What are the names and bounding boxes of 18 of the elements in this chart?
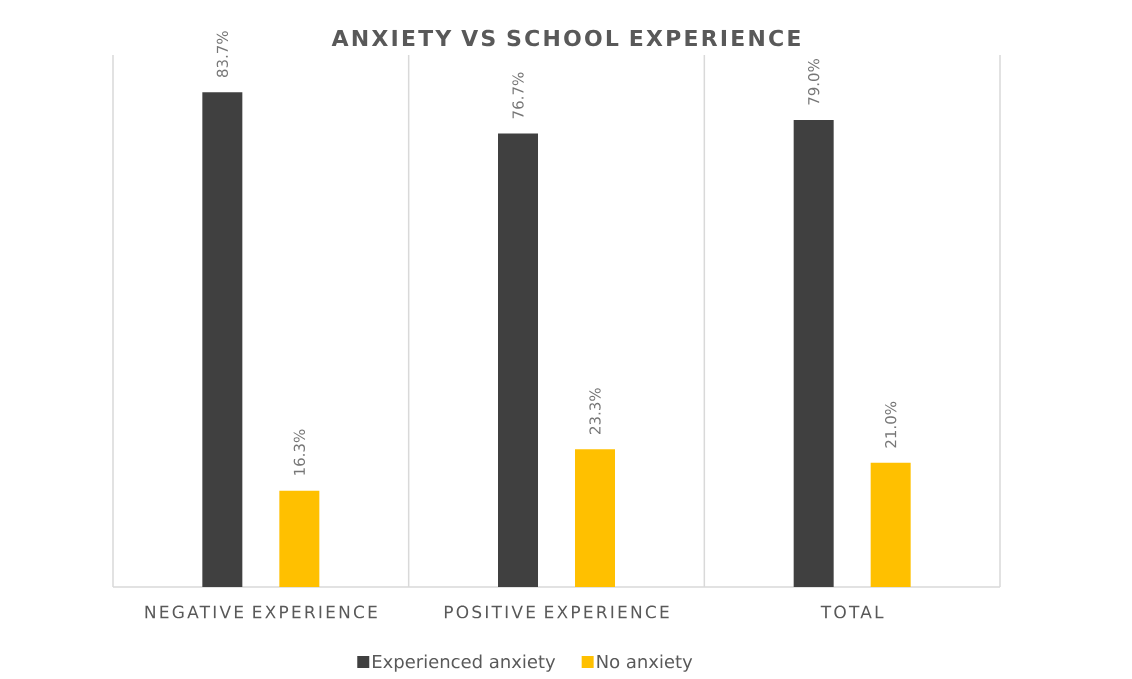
data-label: 16.3% — [293, 429, 306, 475]
data-label: 76.7% — [512, 72, 524, 119]
bar — [575, 449, 616, 587]
bar — [202, 92, 243, 587]
bar — [498, 133, 539, 587]
x-tick-label: TOTAL — [820, 605, 884, 619]
legend-label: Experienced anxiety — [373, 654, 556, 672]
data-label: 23.3% — [589, 388, 601, 434]
x-tick-label: POSITIVE EXPERIENCE — [444, 605, 669, 619]
bar — [279, 490, 320, 587]
data-label: 21.0% — [885, 401, 897, 448]
bar — [870, 462, 911, 587]
bar — [793, 120, 834, 587]
data-label: 83.7% — [216, 31, 229, 78]
legend-label: No anxiety — [597, 654, 693, 672]
x-tick-label: NEGATIVE EXPERIENCE — [145, 605, 377, 619]
chart-title: ANXIETY VS SCHOOL EXPERIENCE — [331, 29, 800, 47]
data-label: 79.0% — [808, 59, 820, 105]
